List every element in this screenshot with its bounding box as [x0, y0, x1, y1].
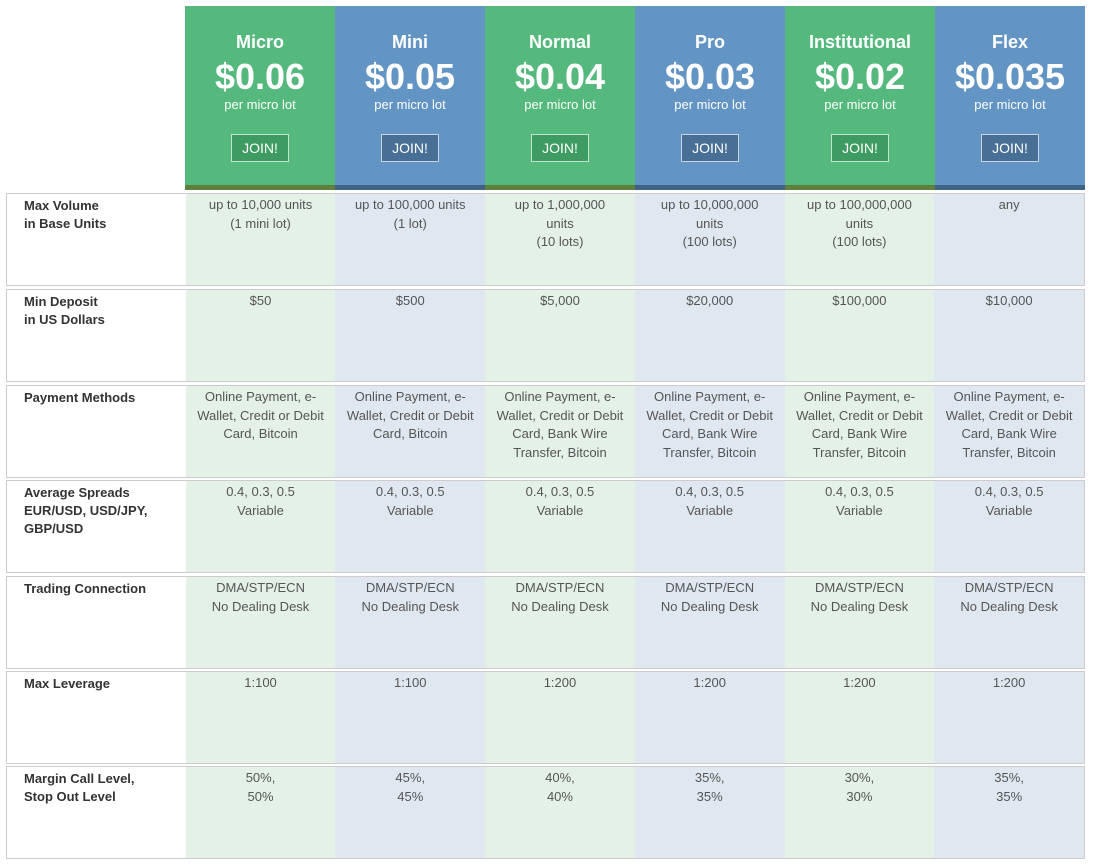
table-cell: 1:100 — [335, 672, 486, 763]
table-cell: 0.4, 0.3, 0.5 Variable — [485, 481, 635, 572]
table-cell: $500 — [335, 290, 486, 381]
table-cell: Online Payment, e-Wallet, Credit or Debi… — [784, 386, 935, 477]
table-cell: Online Payment, e-Wallet, Credit or Debi… — [934, 386, 1084, 477]
table-cell: up to 100,000 units (1 lot) — [335, 194, 486, 285]
table-cell: up to 1,000,000 units (10 lots) — [485, 194, 635, 285]
row-label: Max Volume in Base Units — [24, 198, 107, 231]
table-cell: 1:200 — [934, 672, 1084, 763]
table-cell: 50%, 50% — [185, 767, 336, 858]
table-cell: DMA/STP/ECN No Dealing Desk — [335, 577, 486, 668]
table-cell: 45%, 45% — [335, 767, 486, 858]
join-button[interactable]: JOIN! — [681, 134, 739, 162]
plan-price: $0.05 — [364, 56, 456, 97]
table-cell: Online Payment, e-Wallet, Credit or Debi… — [185, 386, 336, 477]
table-cell: up to 10,000,000 units (100 lots) — [634, 194, 785, 285]
plan-price: $0.02 — [814, 56, 906, 97]
plan-normal: Normal $0.04 per micro lot JOIN! — [485, 6, 635, 190]
row-label: Max Leverage — [24, 676, 110, 691]
row-label: Average Spreads EUR/USD, USD/JPY, GBP/US… — [24, 485, 148, 536]
table-row: Average Spreads EUR/USD, USD/JPY, GBP/US… — [6, 480, 1085, 573]
plan-price-unit: per micro lot — [224, 97, 296, 112]
table-cell: 1:200 — [634, 672, 785, 763]
plan-name: Institutional — [809, 32, 911, 52]
table-cell: up to 10,000 units (1 mini lot) — [185, 194, 336, 285]
join-button[interactable]: JOIN! — [831, 134, 889, 162]
plan-header: Micro $0.06 per micro lot JOIN! Mini $0.0… — [185, 6, 1085, 190]
table-cell: DMA/STP/ECN No Dealing Desk — [634, 577, 785, 668]
plan-price-unit: per micro lot — [374, 97, 446, 112]
table-row: Trading Connection DMA/STP/ECN No Dealing… — [6, 576, 1085, 669]
table-cell: 0.4, 0.3, 0.5 Variable — [784, 481, 935, 572]
table-row: Max Leverage 1:100 1:100 1:200 1:200 1:200 1:2… — [6, 671, 1085, 764]
table-cell: 1:200 — [485, 672, 635, 763]
plan-name: Pro — [694, 32, 725, 52]
join-button[interactable]: JOIN! — [531, 134, 589, 162]
join-button[interactable]: JOIN! — [231, 134, 289, 162]
table-row: Margin Call Level, Stop Out Level 50%, 50… — [6, 766, 1085, 859]
table-cell: $5,000 — [485, 290, 635, 381]
plan-institutional: Institutional $0.02 per micro lot JOIN! — [785, 6, 935, 190]
table-row: Max Volume in Base Units up to 10,000 uni… — [6, 193, 1085, 286]
table-cell: $50 — [185, 290, 336, 381]
plan-price: $0.03 — [664, 56, 756, 97]
plan-price-unit: per micro lot — [974, 97, 1046, 112]
table-cell: Online Payment, e-Wallet, Credit or Debi… — [335, 386, 486, 477]
table-cell: DMA/STP/ECN No Dealing Desk — [485, 577, 635, 668]
plan-price-unit: per micro lot — [674, 97, 746, 112]
row-label: Payment Methods — [24, 390, 136, 405]
table-row: Payment Methods Online Payment, e-Wallet,… — [6, 385, 1085, 478]
table-cell: any — [934, 194, 1084, 285]
table-cell: 30%, 30% — [784, 767, 935, 858]
table-cell: Online Payment, e-Wallet, Credit or Debi… — [485, 386, 635, 477]
table-cell: 0.4, 0.3, 0.5 Variable — [335, 481, 486, 572]
plan-name: Flex — [991, 32, 1029, 52]
plan-micro: Micro $0.06 per micro lot JOIN! — [185, 6, 335, 190]
plan-price-unit: per micro lot — [824, 97, 896, 112]
plan-name: Micro — [235, 32, 284, 52]
plan-name: Normal — [528, 32, 591, 52]
table-cell: 0.4, 0.3, 0.5 Variable — [185, 481, 336, 572]
table-cell: 40%, 40% — [485, 767, 635, 858]
plan-flex: Flex $0.035 per micro lot JOIN! — [935, 6, 1085, 190]
row-label: Min Deposit in US Dollars — [24, 294, 105, 327]
table-cell: 0.4, 0.3, 0.5 Variable — [934, 481, 1084, 572]
table-cell: DMA/STP/ECN No Dealing Desk — [185, 577, 336, 668]
join-button[interactable]: JOIN! — [981, 134, 1039, 162]
plan-name: Mini — [392, 32, 428, 52]
table-cell: 35%, 35% — [634, 767, 785, 858]
plan-pro: Pro $0.03 per micro lot JOIN! — [635, 6, 785, 190]
table-cell: $100,000 — [784, 290, 935, 381]
plan-price: $0.035 — [954, 56, 1066, 97]
plan-price-unit: per micro lot — [524, 97, 596, 112]
table-cell: 0.4, 0.3, 0.5 Variable — [634, 481, 785, 572]
plan-mini: Mini $0.05 per micro lot JOIN! — [335, 6, 485, 190]
table-cell: $10,000 — [934, 290, 1084, 381]
row-label: Margin Call Level, Stop Out Level — [24, 771, 135, 804]
table-cell: DMA/STP/ECN No Dealing Desk — [784, 577, 935, 668]
table-row: Min Deposit in US Dollars $50 $500 $5,000 $2… — [6, 289, 1085, 382]
table-cell: Online Payment, e-Wallet, Credit or Debi… — [634, 386, 785, 477]
table-cell: up to 100,000,000 units (100 lots) — [784, 194, 935, 285]
table-cell: DMA/STP/ECN No Dealing Desk — [934, 577, 1084, 668]
join-button[interactable]: JOIN! — [381, 134, 439, 162]
plan-price: $0.06 — [214, 56, 306, 97]
plan-price: $0.04 — [514, 56, 606, 97]
table-cell: 35%, 35% — [934, 767, 1084, 858]
table-cell: $20,000 — [634, 290, 785, 381]
row-label: Trading Connection — [24, 581, 147, 596]
table-cell: 1:200 — [784, 672, 935, 763]
table-cell: 1:100 — [185, 672, 336, 763]
